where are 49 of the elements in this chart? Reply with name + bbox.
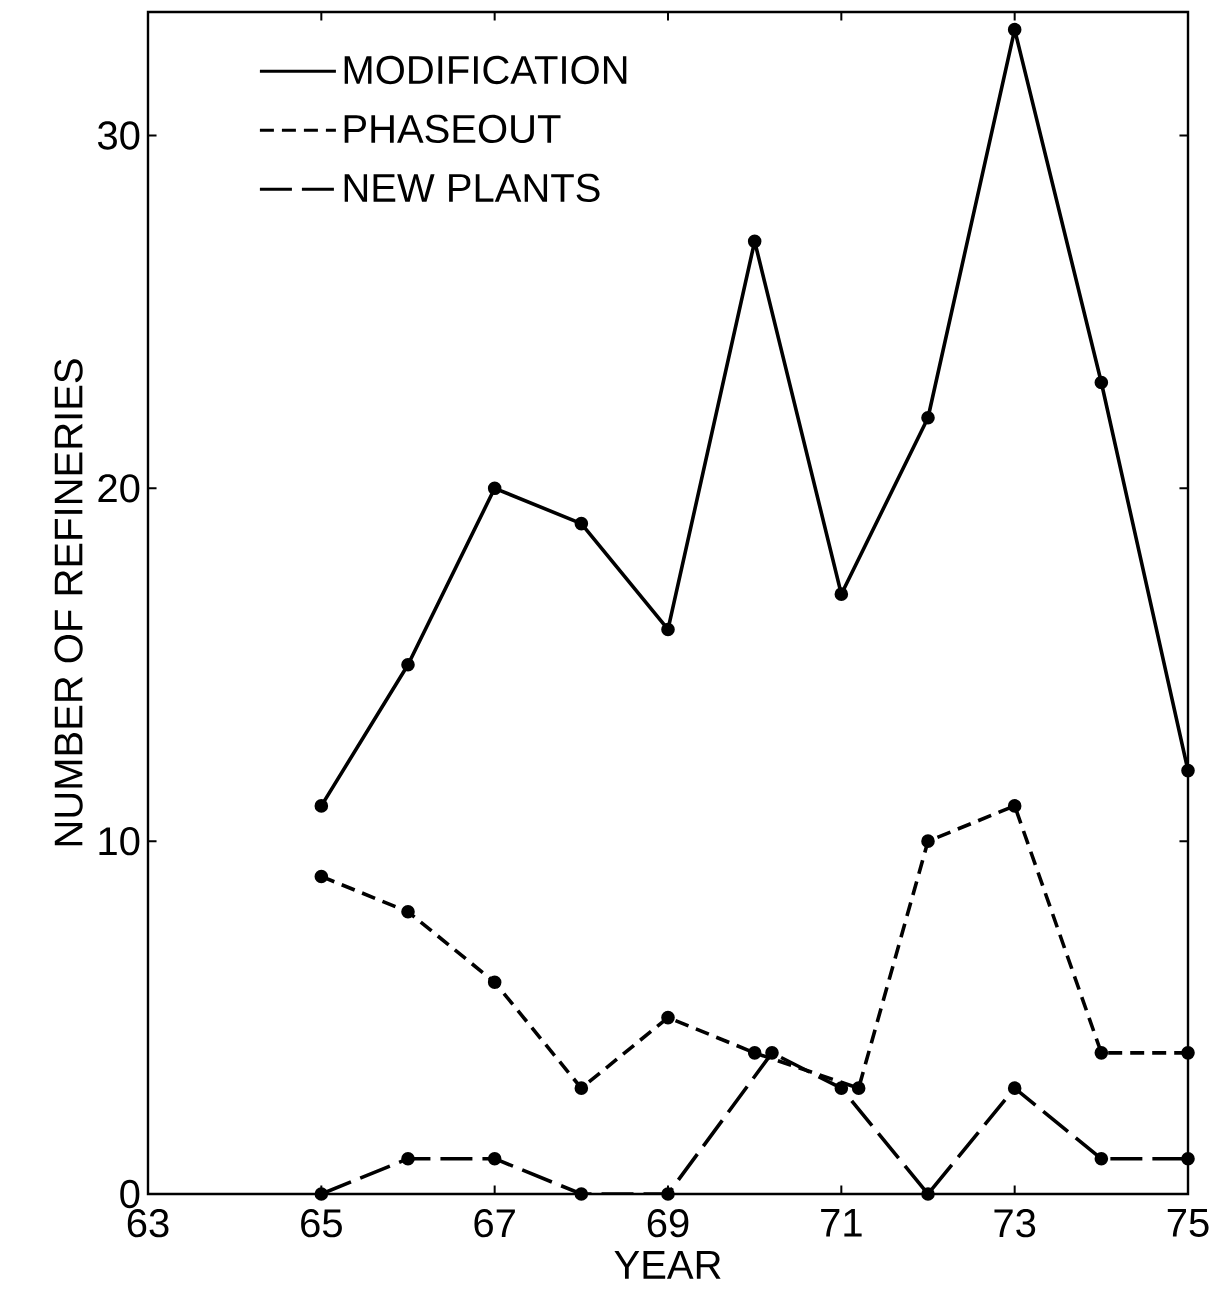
legend-label: PHASEOUT: [344, 114, 561, 144]
point: [1094, 1046, 1109, 1060]
point: [314, 1187, 329, 1201]
point: [1181, 763, 1195, 778]
point: [834, 587, 849, 601]
point: [314, 869, 329, 884]
point: [765, 1046, 779, 1060]
point: [401, 1151, 415, 1166]
y-tick-label: 30: [97, 121, 140, 150]
point: [574, 1187, 589, 1201]
point: [921, 410, 935, 425]
y-tick-label: 10: [99, 827, 140, 856]
point: [1181, 1151, 1195, 1166]
x-tick-label: 73: [994, 1209, 1036, 1238]
x-tick-label: 75: [1167, 1209, 1209, 1237]
point: [1094, 375, 1109, 390]
x-tick-label: 69: [647, 1209, 689, 1238]
y-axis-title: NUMBER OF REFINERIES: [54, 359, 83, 846]
legend-label: MODIFICATION: [344, 55, 627, 85]
y-tick-label: 0: [120, 1179, 140, 1209]
point: [851, 1081, 866, 1095]
point: [401, 904, 415, 919]
point: [574, 516, 589, 531]
point: [1007, 1081, 1022, 1095]
point: [1094, 1151, 1109, 1166]
point: [487, 481, 502, 496]
point: [661, 622, 675, 637]
x-tick-label: 63: [127, 1209, 169, 1238]
point: [921, 1187, 935, 1201]
y-tick-label: 20: [98, 474, 140, 503]
point: [487, 975, 502, 990]
x-tick-label: 65: [301, 1209, 342, 1238]
point: [661, 1010, 675, 1025]
point: [574, 1081, 589, 1095]
point: [314, 799, 329, 813]
x-axis-title: YEAR: [614, 1251, 721, 1279]
point: [1181, 1046, 1195, 1060]
point: [747, 234, 762, 249]
point: [1007, 22, 1022, 37]
x-tick-label: 71: [821, 1209, 862, 1237]
point: [401, 657, 415, 672]
point: [834, 1081, 849, 1095]
point: [747, 1046, 762, 1060]
legend-label: NEW PLANTS: [344, 173, 600, 203]
point: [1007, 799, 1022, 813]
point: [661, 1187, 675, 1201]
point: [921, 834, 935, 848]
x-tick-label: 67: [474, 1209, 515, 1238]
point: [487, 1151, 502, 1166]
